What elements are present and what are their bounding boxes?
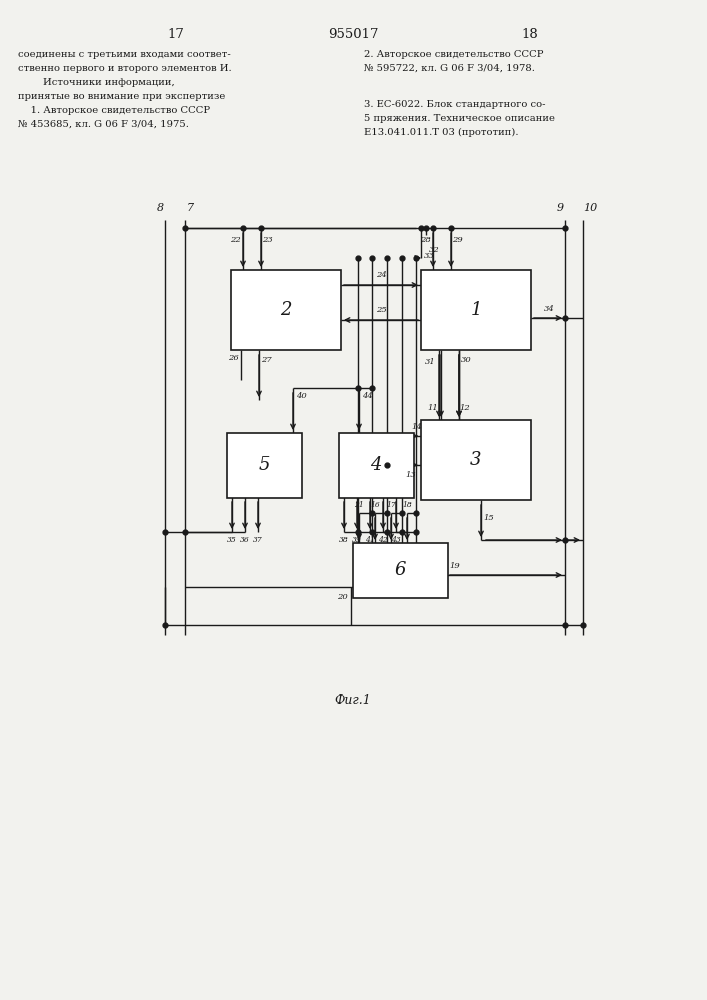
Bar — [339, 432, 414, 497]
Text: 17: 17 — [386, 501, 396, 509]
Text: 20: 20 — [337, 593, 348, 601]
Text: 3. ЕС-6022. Блок стандартного со-: 3. ЕС-6022. Блок стандартного со- — [364, 100, 546, 109]
Text: 955017: 955017 — [328, 28, 378, 41]
Text: 24: 24 — [375, 271, 386, 279]
Text: 39: 39 — [352, 536, 362, 544]
Text: 26: 26 — [228, 354, 238, 362]
Text: 10: 10 — [583, 203, 597, 213]
Text: 30: 30 — [461, 356, 472, 364]
Text: 28: 28 — [420, 236, 431, 244]
Text: 1: 1 — [470, 301, 481, 319]
Text: 11: 11 — [428, 404, 438, 412]
Text: 37: 37 — [253, 536, 263, 544]
Text: 25: 25 — [375, 306, 386, 314]
Text: 22: 22 — [230, 236, 240, 244]
Text: 33: 33 — [423, 252, 434, 260]
Text: Источники информации,: Источники информации, — [18, 78, 175, 87]
Text: № 595722, кл. G 06 F 3/04, 1978.: № 595722, кл. G 06 F 3/04, 1978. — [364, 64, 535, 73]
Text: 42: 42 — [378, 536, 388, 544]
Bar — [226, 432, 301, 497]
Bar — [231, 270, 341, 350]
Text: 27: 27 — [261, 356, 271, 364]
Text: 19: 19 — [450, 562, 460, 570]
Text: 9: 9 — [556, 203, 563, 213]
Text: 44: 44 — [361, 392, 373, 400]
Bar — [353, 542, 448, 597]
Text: 34: 34 — [544, 305, 554, 313]
Text: 5 пряжения. Техническое описание: 5 пряжения. Техническое описание — [364, 114, 555, 123]
Text: 4: 4 — [370, 456, 382, 474]
Text: 17: 17 — [168, 28, 185, 41]
Bar — [421, 270, 531, 350]
Text: 14: 14 — [411, 423, 422, 431]
Text: 8: 8 — [156, 203, 163, 213]
Text: 16: 16 — [370, 501, 380, 509]
Text: 13: 13 — [405, 471, 416, 479]
Text: 2. Авторское свидетельство СССР: 2. Авторское свидетельство СССР — [364, 50, 544, 59]
Text: 40: 40 — [296, 392, 306, 400]
Text: 41: 41 — [365, 536, 375, 544]
Text: 18: 18 — [522, 28, 538, 41]
Text: 15: 15 — [484, 514, 494, 522]
Text: 23: 23 — [262, 236, 272, 244]
Text: 18: 18 — [402, 501, 412, 509]
Text: принятые во внимание при экспертизе: принятые во внимание при экспертизе — [18, 92, 226, 101]
Text: 6: 6 — [395, 561, 406, 579]
Text: Е13.041.011.Т 03 (прототип).: Е13.041.011.Т 03 (прототип). — [364, 128, 518, 137]
Text: № 453685, кл. G 06 F 3/04, 1975.: № 453685, кл. G 06 F 3/04, 1975. — [18, 120, 189, 129]
Text: 7: 7 — [187, 203, 194, 213]
Text: 32: 32 — [428, 246, 439, 254]
Text: 2: 2 — [280, 301, 292, 319]
Text: 29: 29 — [452, 236, 462, 244]
Text: 31: 31 — [425, 358, 436, 366]
Text: 21: 21 — [354, 501, 364, 509]
Text: 36: 36 — [240, 536, 250, 544]
Text: соединены с третьими входами соответ-: соединены с третьими входами соответ- — [18, 50, 230, 59]
Text: 12: 12 — [460, 404, 470, 412]
Text: 5: 5 — [258, 456, 270, 474]
Text: 35: 35 — [227, 536, 237, 544]
Text: 43: 43 — [391, 536, 401, 544]
Text: 38: 38 — [339, 536, 349, 544]
Text: 3: 3 — [470, 451, 481, 469]
Text: 1. Авторское свидетельство СССР: 1. Авторское свидетельство СССР — [18, 106, 210, 115]
Text: Фиг.1: Фиг.1 — [334, 694, 371, 706]
Bar — [421, 420, 531, 500]
Text: ственно первого и второго элементов И.: ственно первого и второго элементов И. — [18, 64, 232, 73]
